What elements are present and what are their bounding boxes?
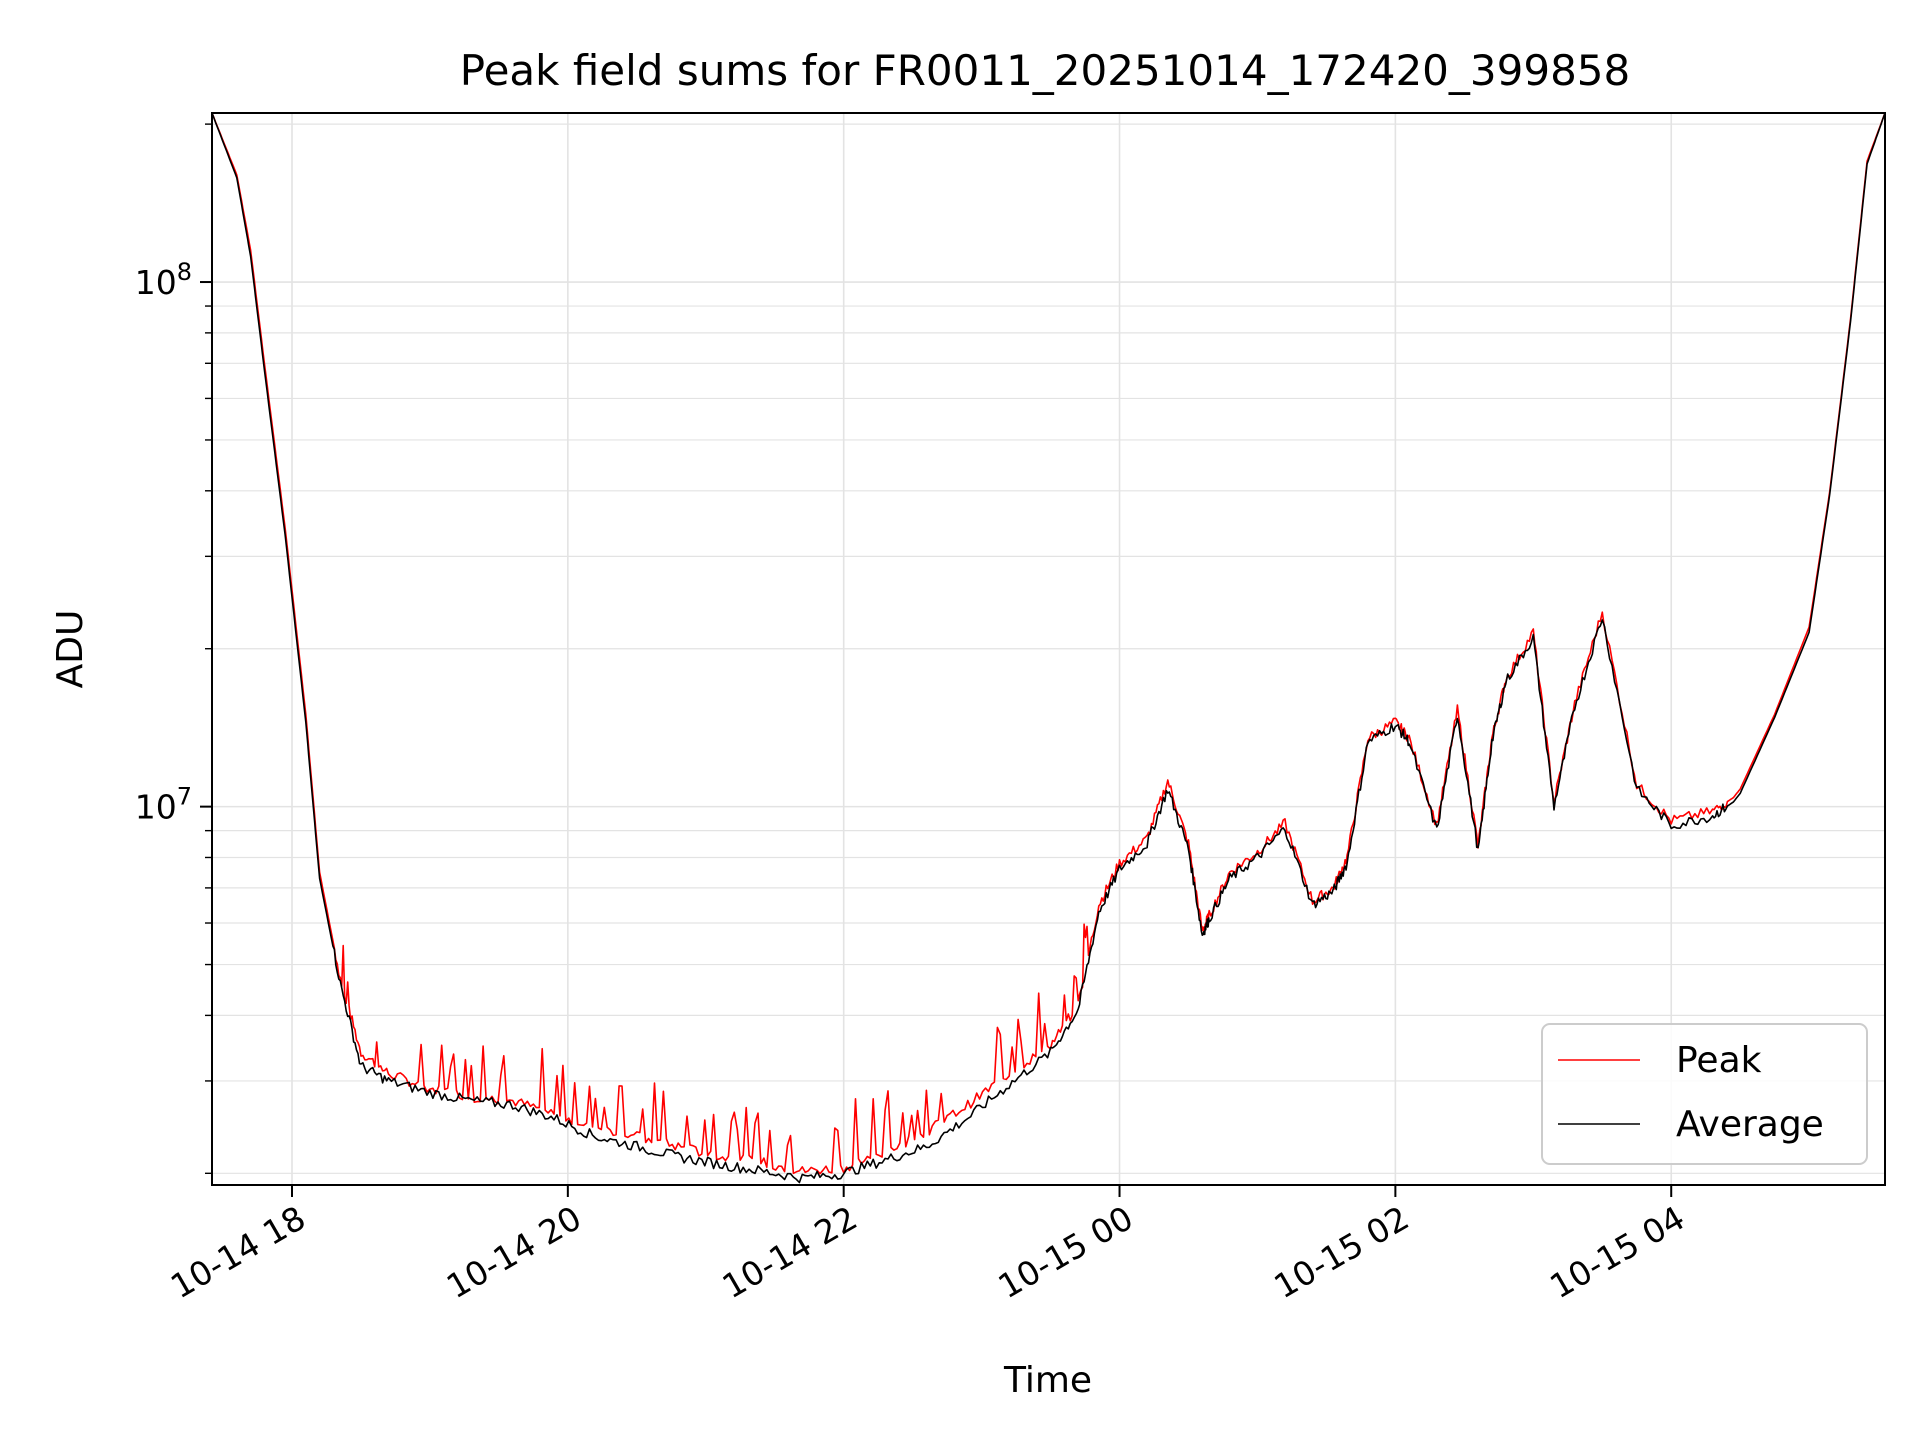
legend: Peak Average: [1541, 1023, 1868, 1165]
y-tick-label: 107: [135, 783, 192, 827]
grid-lines: [212, 113, 1885, 1185]
series-line-peak: [211, 112, 1886, 1175]
y-tick-label: 108: [135, 258, 192, 302]
y-axis: 107 108: [135, 123, 212, 1175]
y-axis-label: ADU: [50, 610, 91, 689]
legend-box: [1541, 1023, 1868, 1165]
series-line-average: [211, 112, 1886, 1184]
legend-average-label: Average: [1676, 1104, 1824, 1145]
legend-peak-label: Peak: [1676, 1040, 1762, 1081]
x-axis-label: Time: [1003, 1360, 1092, 1401]
chart-title: Peak field sums for FR0011_20251014_1724…: [460, 46, 1630, 95]
plot-lines: [211, 112, 1886, 1184]
